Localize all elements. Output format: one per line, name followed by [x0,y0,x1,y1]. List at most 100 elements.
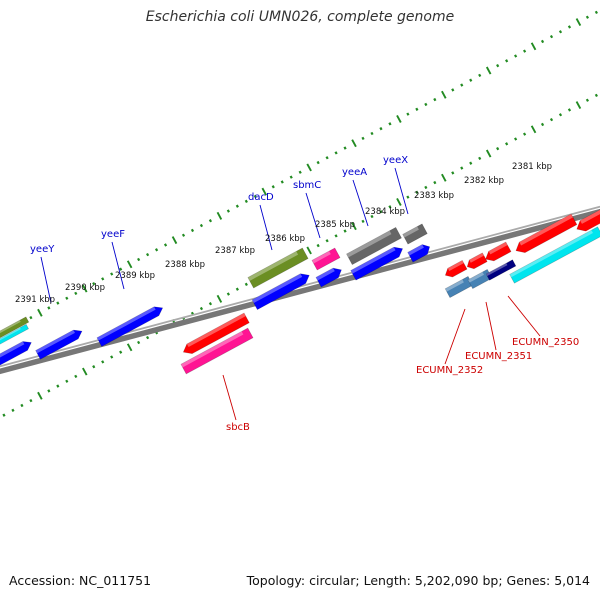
minor-tick [226,292,230,296]
minor-tick [496,147,500,151]
gene-features [0,209,600,375]
major-tick [441,90,447,99]
scale-label: 2389 kbp [115,271,155,281]
feature-red-r4 [515,213,578,253]
major-tick [530,125,537,134]
major-tick [126,343,133,352]
leader-line [507,295,541,337]
major-tick [261,187,268,196]
feature-red-r5 [576,209,600,232]
minor-tick [469,78,473,82]
feature-sbmC-blue [315,267,342,288]
scale-label: 2390 kbp [65,283,105,293]
major-tick [37,308,43,317]
minor-tick [460,166,464,170]
feature-dacD-olive [247,247,309,289]
leader-line [222,374,237,421]
minor-tick [594,10,598,15]
leader-line [305,192,321,239]
minor-tick [146,335,150,340]
minor-tick [47,389,51,393]
minor-tick [119,350,123,354]
minor-tick [20,403,24,408]
minor-tick [415,190,419,194]
minor-tick [101,277,105,281]
scale-label: 2387 kbp [215,246,255,256]
major-tick [306,163,312,172]
minor-tick [540,122,545,127]
label-leader-lines [40,167,541,421]
leader-line [40,256,52,304]
minor-tick [154,248,159,252]
minor-tick [137,340,141,345]
leader-line [444,308,466,365]
minor-tick [558,113,563,117]
minor-tick [316,160,320,165]
minor-tick [47,306,51,310]
minor-tick [415,107,419,111]
minor-tick [29,315,33,320]
minor-tick [469,161,473,165]
backbone-line [0,208,600,375]
gene-label: ECUMN_2351 [465,351,532,362]
minor-tick [433,180,437,185]
major-tick [82,367,88,376]
scale-label: 2383 kbp [414,191,454,201]
minor-tick [451,88,455,92]
feature-yeeX-blue [407,244,431,263]
minor-tick [424,185,428,190]
minor-tick [558,30,563,34]
feature-ECUMN-2351 [467,268,493,290]
minor-tick [65,296,69,300]
minor-tick [289,175,293,179]
minor-tick [594,93,598,98]
gene-label: ECUMN_2352 [416,365,483,376]
major-tick [396,198,402,206]
minor-tick [325,156,329,160]
major-tick [351,139,357,148]
minor-tick [208,219,213,223]
minor-tick [199,306,204,311]
minor-tick [379,209,383,214]
minor-tick [514,54,518,58]
feature-yeeF [96,306,164,347]
map-title: Escherichia coli UMN026, complete genome [145,9,455,25]
gene-label: ECUMN_2350 [512,337,579,348]
leader-line [485,301,497,351]
feature-sbmC-magenta [311,247,341,271]
minor-tick [370,214,374,219]
minor-tick [244,282,248,287]
minor-tick [316,243,320,248]
minor-tick [298,170,302,174]
minor-tick [540,39,545,44]
minor-tick [146,252,150,257]
leader-line [259,204,273,251]
minor-tick [226,209,230,213]
minor-tick [522,49,527,53]
gene-label: yeeA [342,167,367,178]
minor-tick [361,219,365,224]
minor-tick [406,195,410,199]
minor-tick [585,15,590,19]
scale-label: 2384 kbp [365,207,405,217]
minor-tick [451,171,455,175]
feature-dacD-blue [251,273,310,310]
minor-tick [74,374,78,379]
scale-labels: 2381 kbp 2382 kbp 2383 kbp 2384 kbp 2385 kbp… [15,162,552,305]
minor-tick [65,379,69,383]
feature-blue-left-edge [0,341,32,369]
minor-tick [549,34,554,39]
minor-tick [325,239,329,243]
scale-label: 2385 kbp [315,220,355,230]
gene-label: sbmC [293,180,321,191]
minor-tick [92,365,96,369]
gene-label: yeeX [383,155,408,166]
minor-tick [280,180,284,184]
feature-yeeA-gray [346,226,402,266]
minor-tick [406,112,410,116]
major-tick [575,18,582,27]
minor-tick [567,108,572,112]
feature-cyan-left [0,323,29,351]
scale-label: 2386 kbp [265,234,305,244]
minor-tick [334,151,338,155]
